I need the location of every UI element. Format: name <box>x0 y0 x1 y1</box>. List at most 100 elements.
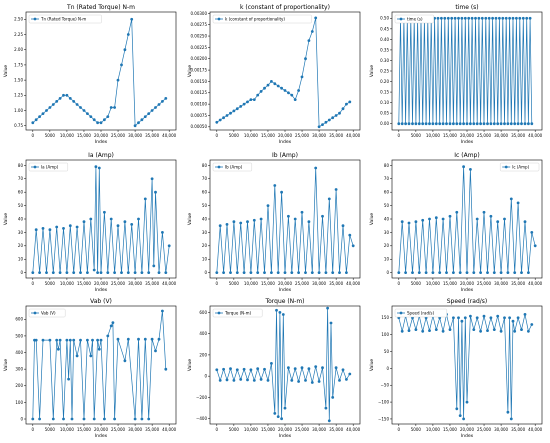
data-point <box>508 16 511 20</box>
x-tick-label: 5000 <box>45 427 56 432</box>
data-point <box>397 271 401 274</box>
data-point <box>137 121 140 125</box>
x-tick-label: 25,000 <box>477 133 491 138</box>
data-point <box>259 378 263 381</box>
data-point <box>82 220 86 224</box>
data-point <box>404 122 407 126</box>
data-point <box>506 271 510 274</box>
data-point <box>86 271 89 274</box>
data-point <box>438 271 442 274</box>
data-point <box>411 122 414 126</box>
y-tick-label: 0.05 <box>380 111 389 116</box>
y-tick-label: 50 <box>384 349 390 354</box>
data-point <box>445 271 448 274</box>
legend-marker <box>33 17 37 21</box>
data-point <box>109 324 113 328</box>
legend: Ic (Amp) <box>500 162 540 172</box>
plot-frame <box>25 305 177 425</box>
data-point <box>414 220 418 224</box>
x-tick-label: 0 <box>32 133 35 138</box>
data-point <box>492 328 496 331</box>
data-point <box>92 118 96 122</box>
data-point <box>348 100 352 104</box>
data-point <box>486 122 489 126</box>
plot-frame <box>209 11 361 131</box>
legend-marker <box>33 165 37 169</box>
y-tick-label: −150 <box>378 416 389 421</box>
data-point <box>34 118 38 122</box>
data-point <box>283 89 287 92</box>
data-point <box>345 378 348 381</box>
data-point <box>246 100 249 104</box>
subplot-title: Torque (N-m) <box>264 298 304 305</box>
data-point <box>499 271 503 274</box>
x-tick-label: 10,000 <box>426 133 440 138</box>
data-point <box>434 216 438 220</box>
data-point <box>275 308 278 312</box>
data-point <box>463 316 467 320</box>
data-point <box>492 122 496 126</box>
y-tick-label: 50 <box>384 203 390 208</box>
x-tick-label: 40,000 <box>162 427 176 432</box>
data-point <box>503 217 506 221</box>
y-tick-label: 70 <box>384 176 390 181</box>
x-tick-label: 20,000 <box>460 427 474 432</box>
data-point <box>452 271 455 274</box>
data-point <box>520 122 523 126</box>
data-point <box>51 271 55 274</box>
data-point <box>242 271 246 274</box>
data-point <box>89 217 93 221</box>
data-point <box>477 16 481 20</box>
data-point <box>96 121 99 125</box>
legend: Tn (Rated Torque) N-m <box>28 14 102 24</box>
x-tick-label: 35,000 <box>329 427 343 432</box>
data-point <box>266 379 270 382</box>
data-point <box>116 78 120 82</box>
x-tick-label: 35,000 <box>145 133 159 138</box>
y-tick-label: 0.00200 <box>190 56 207 61</box>
x-tick-label: 30,000 <box>312 133 326 138</box>
data-point <box>513 271 517 274</box>
y-tick-label: 0 <box>386 270 389 275</box>
data-point <box>256 93 260 97</box>
data-point <box>256 271 260 274</box>
legend-marker <box>217 311 221 315</box>
y-axis-label: Value <box>369 65 375 78</box>
data-point <box>126 33 130 36</box>
data-point <box>96 338 99 342</box>
data-point <box>465 400 469 404</box>
x-tick-label: 15,000 <box>77 427 91 432</box>
data-point <box>489 122 493 126</box>
x-tick-label: 0 <box>216 281 219 286</box>
data-point <box>273 82 277 86</box>
data-point <box>341 224 345 228</box>
x-tick-label: 0 <box>398 281 401 286</box>
y-tick-label: 200 <box>15 383 23 388</box>
y-tick-label: 30 <box>202 230 208 235</box>
legend-box <box>28 308 66 318</box>
data-point <box>462 165 465 169</box>
data-point <box>404 271 407 274</box>
data-point <box>235 368 239 372</box>
x-tick-label: 25,000 <box>295 281 309 286</box>
y-tick-label: 0.00050 <box>190 124 207 129</box>
data-point <box>290 271 294 274</box>
legend-box <box>28 14 102 24</box>
data-point <box>62 93 65 97</box>
subplot-3: time (s) 0 5000 10,000 15,000 20,000 25,000 30,… <box>369 4 543 145</box>
data-point <box>533 244 537 248</box>
legend-label: Ib (Amp) <box>225 165 243 170</box>
data-point <box>103 118 106 122</box>
data-point <box>140 271 144 274</box>
data-point <box>31 417 35 421</box>
x-tick-label: 5000 <box>411 427 422 432</box>
legend-marker <box>217 165 221 169</box>
x-axis-label: Index <box>95 287 108 293</box>
data-point <box>58 271 62 274</box>
data-point <box>436 16 440 20</box>
data-point <box>232 109 236 113</box>
data-point <box>225 114 229 117</box>
data-point <box>215 368 219 372</box>
data-point <box>417 122 421 126</box>
data-point <box>249 271 253 274</box>
